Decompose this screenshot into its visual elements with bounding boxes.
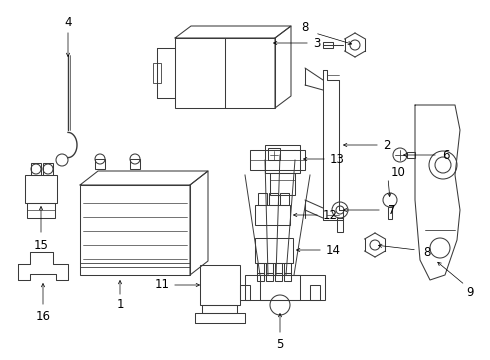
Bar xyxy=(27,203,55,218)
Bar xyxy=(275,263,282,273)
Bar xyxy=(266,273,273,281)
Text: 15: 15 xyxy=(33,239,49,252)
Bar xyxy=(175,38,275,108)
Bar xyxy=(310,285,320,300)
Bar xyxy=(270,173,295,195)
Bar xyxy=(257,273,264,281)
Text: 14: 14 xyxy=(325,243,341,257)
Bar xyxy=(257,263,264,273)
Bar xyxy=(275,273,282,281)
Text: 9: 9 xyxy=(466,285,474,298)
Text: 16: 16 xyxy=(35,310,50,324)
Bar xyxy=(265,145,300,173)
Text: 1: 1 xyxy=(116,298,124,311)
Bar xyxy=(130,159,140,169)
Text: 13: 13 xyxy=(330,153,344,166)
Bar xyxy=(250,150,305,170)
Bar xyxy=(258,193,267,205)
Bar xyxy=(337,218,343,232)
Text: 3: 3 xyxy=(313,36,320,50)
Bar xyxy=(323,42,333,48)
Text: 5: 5 xyxy=(276,338,284,351)
Bar xyxy=(407,152,415,158)
Bar xyxy=(266,263,273,273)
Text: 7: 7 xyxy=(388,203,396,216)
Bar xyxy=(31,163,41,175)
Bar xyxy=(25,175,57,203)
Bar xyxy=(388,207,392,219)
Bar xyxy=(255,205,290,225)
Text: 12: 12 xyxy=(322,208,338,221)
Bar xyxy=(240,285,250,300)
Text: 8: 8 xyxy=(301,21,309,33)
Text: 4: 4 xyxy=(64,15,72,28)
Bar xyxy=(268,148,280,160)
Bar xyxy=(80,185,190,275)
Bar xyxy=(153,63,161,83)
Bar xyxy=(269,193,278,205)
Text: 8: 8 xyxy=(423,247,431,260)
Bar xyxy=(43,163,53,175)
Bar xyxy=(255,238,293,263)
Text: 10: 10 xyxy=(391,166,405,179)
Text: 6: 6 xyxy=(442,149,450,162)
Bar xyxy=(245,275,325,300)
Text: 2: 2 xyxy=(383,139,391,152)
Bar xyxy=(202,305,237,313)
Bar xyxy=(200,265,240,305)
Bar xyxy=(280,193,289,205)
Bar xyxy=(284,273,291,281)
Text: 11: 11 xyxy=(154,279,170,292)
Bar xyxy=(95,159,105,169)
Bar xyxy=(284,263,291,273)
